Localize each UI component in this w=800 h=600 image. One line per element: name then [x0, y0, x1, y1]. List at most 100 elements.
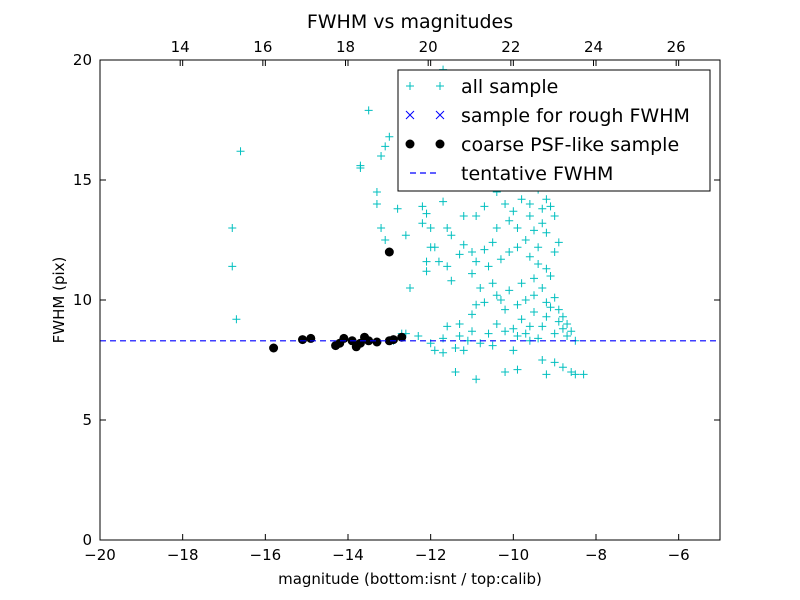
- data-point-series-0: [488, 238, 497, 247]
- data-point-series-0: [488, 279, 497, 288]
- x-tick-label: −20: [84, 546, 116, 564]
- data-point-series-0: [563, 320, 572, 328]
- data-point-series-0: [228, 262, 237, 271]
- data-point-series-0: [525, 252, 534, 261]
- data-point-series-0: [579, 370, 588, 379]
- data-point-series-0: [530, 226, 538, 235]
- data-point-series-2: [397, 332, 407, 342]
- data-point-series-0: [505, 248, 514, 256]
- data-point-series-0: [447, 231, 456, 240]
- data-point-series-0: [567, 327, 576, 336]
- data-point-series-0: [459, 346, 468, 355]
- data-point-series-0: [521, 329, 530, 338]
- data-point-series-0: [509, 324, 518, 333]
- data-point-series-0: [542, 228, 551, 237]
- legend-box: [397, 69, 711, 192]
- legend: all sample sample for rough FWHM coarse PS…: [397, 69, 711, 192]
- top-tick-label: 14: [171, 38, 190, 56]
- data-point-series-0: [538, 204, 547, 213]
- legend-label: all sample: [461, 76, 558, 98]
- data-point-series-0: [232, 315, 241, 324]
- data-point-series-0: [550, 358, 559, 367]
- data-point-series-0: [393, 204, 402, 213]
- data-point-series-0: [228, 224, 237, 232]
- data-point-series-0: [418, 219, 427, 228]
- legend-label: sample for rough FWHM: [461, 105, 690, 127]
- top-tick-label: 26: [667, 38, 686, 56]
- data-point-series-0: [501, 200, 510, 208]
- legend-label: coarse PSF-like sample: [461, 134, 679, 156]
- legend-swatch: [435, 110, 445, 120]
- data-point-series-2: [372, 337, 382, 347]
- data-point-series-0: [538, 219, 547, 228]
- x-tick-label: −18: [167, 546, 199, 564]
- top-tick-label: 20: [419, 38, 438, 56]
- data-point-series-0: [372, 188, 381, 196]
- data-point-series-0: [517, 279, 526, 288]
- data-point-series-0: [509, 207, 518, 216]
- data-point-series-0: [525, 212, 534, 220]
- y-tick-label: 10: [73, 291, 92, 309]
- data-point-series-0: [439, 197, 448, 206]
- x-tick-label: −16: [250, 546, 282, 564]
- data-point-series-0: [434, 257, 443, 266]
- data-point-series-0: [406, 284, 414, 292]
- top-tick-label: 24: [584, 38, 603, 56]
- data-point-series-0: [530, 274, 538, 283]
- data-point-series-0: [455, 332, 464, 340]
- top-tick-label: 16: [253, 38, 272, 56]
- data-point-series-0: [422, 209, 431, 218]
- data-point-series-0: [513, 365, 522, 374]
- data-point-series-0: [542, 264, 551, 273]
- data-point-series-0: [521, 296, 530, 304]
- data-point-series-0: [501, 368, 510, 376]
- top-tick-label: 22: [501, 38, 520, 56]
- data-point-series-2: [384, 247, 394, 257]
- y-tick-label: 0: [82, 531, 92, 549]
- data-point-series-0: [468, 327, 476, 336]
- data-point-series-0: [377, 152, 386, 160]
- top-tick-label: 18: [336, 38, 355, 56]
- data-point-series-0: [422, 257, 431, 266]
- legend-swatch: [436, 82, 444, 90]
- data-point-series-2: [269, 343, 279, 353]
- data-point-series-0: [501, 327, 510, 336]
- data-point-series-0: [455, 320, 464, 328]
- data-point-series-0: [451, 344, 460, 352]
- data-point-series-0: [455, 250, 464, 259]
- data-point-series-2: [306, 333, 316, 343]
- data-point-series-0: [480, 298, 489, 307]
- data-point-series-0: [509, 346, 518, 355]
- data-point-series-0: [558, 312, 567, 321]
- data-point-series-0: [550, 248, 559, 256]
- data-point-series-0: [505, 216, 514, 225]
- data-point-series-0: [459, 240, 468, 249]
- data-point-series-0: [513, 243, 522, 252]
- data-point-series-0: [517, 195, 526, 204]
- data-point-series-0: [554, 238, 563, 247]
- data-point-series-0: [542, 195, 551, 204]
- data-point-series-0: [443, 224, 452, 232]
- data-point-series-0: [430, 346, 439, 355]
- data-point-series-0: [550, 293, 559, 302]
- legend-swatch: [405, 139, 415, 149]
- data-point-series-0: [356, 161, 365, 170]
- chart-title: FWHM vs magnitudes: [307, 11, 513, 33]
- data-point-series-0: [459, 212, 468, 220]
- legend-swatch: [405, 110, 415, 120]
- data-point-series-0: [513, 300, 522, 309]
- data-point-series-0: [451, 368, 460, 376]
- data-point-series-0: [571, 370, 580, 379]
- data-point-series-0: [554, 317, 563, 326]
- data-point-series-0: [484, 329, 493, 338]
- data-point-series-0: [377, 224, 386, 232]
- data-point-series-0: [513, 224, 522, 232]
- x-tick-label: −12: [415, 546, 447, 564]
- y-tick-label: 20: [73, 51, 92, 69]
- data-point-series-0: [488, 341, 497, 350]
- data-point-series-0: [484, 262, 493, 271]
- data-point-series-0: [534, 334, 543, 343]
- data-point-series-0: [472, 375, 481, 384]
- data-point-series-0: [430, 243, 439, 252]
